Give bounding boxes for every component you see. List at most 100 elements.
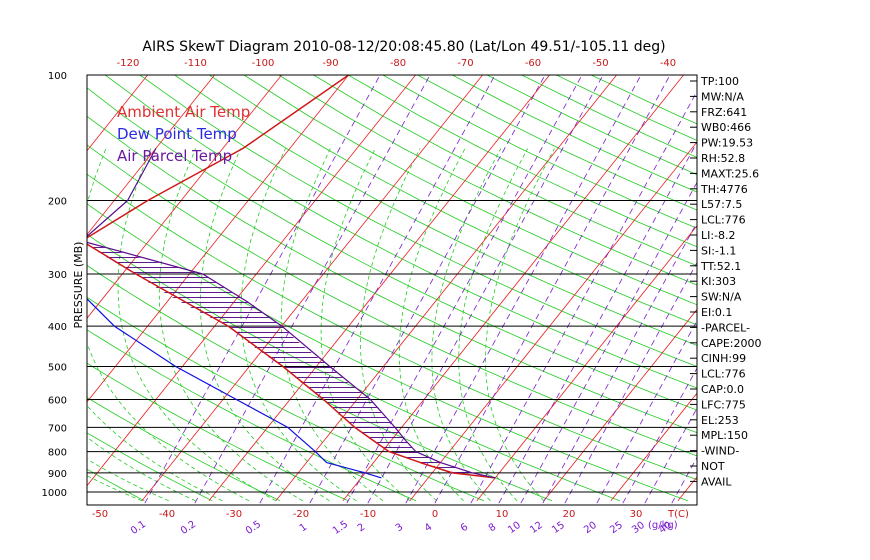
- index-label: AVAIL: [701, 475, 732, 488]
- isotherm: [87, 75, 216, 236]
- dry-adiabat: [348, 75, 697, 248]
- top-temperature-axis: -120 -110 -100 -90 -80 -70 -60 -50 -40: [117, 58, 677, 69]
- mixing-ratio-line: [258, 75, 496, 505]
- index-label: SI:-1.1: [701, 244, 736, 257]
- top-temp-tick-label: -120: [117, 58, 140, 69]
- index-label: NOT: [701, 460, 725, 473]
- pressure-tick-label: 1000: [42, 488, 67, 499]
- legend-entry: Air Parcel Temp: [117, 147, 232, 165]
- dry-adiabat: [87, 264, 553, 502]
- mixing-ratio-line: [404, 75, 642, 505]
- index-label: EI:0.1: [701, 306, 732, 319]
- mixing-ratio-line: [595, 319, 697, 505]
- dry-adiabat: [87, 468, 145, 502]
- index-label: EL:253: [701, 414, 739, 427]
- dry-adiabat: [87, 115, 697, 434]
- index-label: -PARCEL-: [701, 321, 750, 334]
- dry-adiabat: [87, 329, 417, 502]
- pressure-tick-label: 100: [48, 71, 67, 82]
- dry-adiabat: [139, 75, 697, 367]
- mixing-ratio-label: 10: [506, 520, 523, 536]
- cape-region: [87, 243, 496, 478]
- index-label: WB0:466: [701, 121, 751, 134]
- top-temp-tick-label: -100: [252, 58, 275, 69]
- mixing-ratio-line: [643, 407, 697, 505]
- isotherm: [610, 392, 697, 502]
- pressure-tick-label: 800: [48, 448, 67, 459]
- dry-adiabat: [87, 87, 697, 411]
- dry-adiabat: [87, 296, 485, 502]
- parcel-temp-line: [87, 148, 496, 479]
- dry-adiabat: [0, 75, 9, 501]
- mixing-ratio-line: [193, 75, 431, 505]
- index-label: CAPE:2000: [701, 337, 762, 350]
- mixing-ratio-line: [469, 90, 697, 505]
- mixing-ratio-unit: (g/kg): [648, 520, 678, 531]
- bottom-temp-tick-label: 0: [432, 509, 438, 520]
- index-label: SW:N/A: [701, 291, 742, 304]
- mixing-ratio-label: 4: [423, 522, 435, 535]
- pressure-tick-label: 500: [48, 363, 67, 374]
- top-temp-tick-label: -50: [592, 58, 608, 69]
- dry-adiabat: [486, 75, 697, 176]
- isotherm: [87, 75, 417, 487]
- mixing-ratio-label: 2: [356, 522, 368, 535]
- dry-adiabat: [278, 75, 697, 286]
- index-label: RH:52.8: [701, 152, 745, 165]
- index-label: PW:19.53: [701, 137, 753, 150]
- mixing-ratio-label: 25: [608, 520, 625, 536]
- index-label: TH:4776: [700, 183, 748, 196]
- index-label: -WIND-: [701, 445, 739, 458]
- pressure-tick-label: 400: [48, 322, 67, 333]
- bottom-temp-tick-label: -20: [293, 509, 309, 520]
- moist-adiabat: [458, 148, 529, 502]
- dry-adiabat: [87, 203, 689, 502]
- moist-adiabat: [87, 475, 143, 502]
- y-axis-label: PRESSURE (MB): [72, 242, 85, 329]
- mixing-ratio-label: 0.5: [244, 519, 263, 537]
- top-temp-tick-label: -110: [184, 58, 207, 69]
- index-label: CAP:0.0: [701, 383, 744, 396]
- index-label: LCL:776: [701, 214, 746, 227]
- mixing-ratio-line: [143, 75, 381, 505]
- mixing-ratio-line: [563, 261, 697, 505]
- top-temp-tick-label: -80: [390, 58, 406, 69]
- top-temp-tick-label: -40: [660, 58, 676, 69]
- top-temp-tick-label: -90: [322, 58, 338, 69]
- dry-adiabat: [209, 75, 697, 326]
- mixing-ratio-label: 15: [550, 520, 567, 536]
- bottom-temp-tick-label: 10: [496, 509, 509, 520]
- bottom-temp-unit: T(C): [667, 509, 689, 520]
- cape-hatch: [87, 243, 496, 478]
- dry-adiabat: [417, 75, 697, 211]
- isotherm: [87, 75, 350, 403]
- mixing-ratio-line: [497, 141, 697, 505]
- dry-adiabat: [382, 75, 697, 229]
- isotherm: [476, 225, 697, 502]
- mixing-ratio-label: 3: [394, 522, 406, 535]
- moist-adiabat: [280, 148, 384, 502]
- isotherm: [275, 75, 618, 502]
- index-label: MAXT:25.6: [701, 167, 759, 180]
- isotherm: [0, 35, 46, 501]
- dry-adiabat: [313, 75, 697, 267]
- top-temp-tick-label: -60: [525, 58, 541, 69]
- index-label: L57:7.5: [701, 198, 742, 211]
- dry-adiabat: [521, 75, 697, 158]
- mixing-ratio-line: [345, 75, 583, 505]
- isotherm: [409, 141, 697, 502]
- pressure-axis: 100 200 300 400 500 600 700 800 900 1000: [42, 71, 67, 499]
- index-label: FRZ:641: [701, 106, 747, 119]
- index-label: LCL:776: [701, 368, 746, 381]
- index-label: KI:303: [701, 275, 736, 288]
- isotherm: [208, 75, 551, 502]
- isotherm: [342, 75, 685, 502]
- bottom-temp-tick-label: 30: [630, 509, 643, 520]
- chart-title: AIRS SkewT Diagram 2010-08-12/20:08:45.8…: [142, 39, 665, 55]
- legend-entry: Ambient Air Temp: [117, 103, 250, 121]
- mixing-ratio-line: [541, 221, 697, 505]
- mixing-ratio-label: 30: [630, 520, 647, 536]
- mixing-ratio-label: 0.2: [179, 519, 198, 537]
- index-label: TT:52.1: [700, 260, 741, 273]
